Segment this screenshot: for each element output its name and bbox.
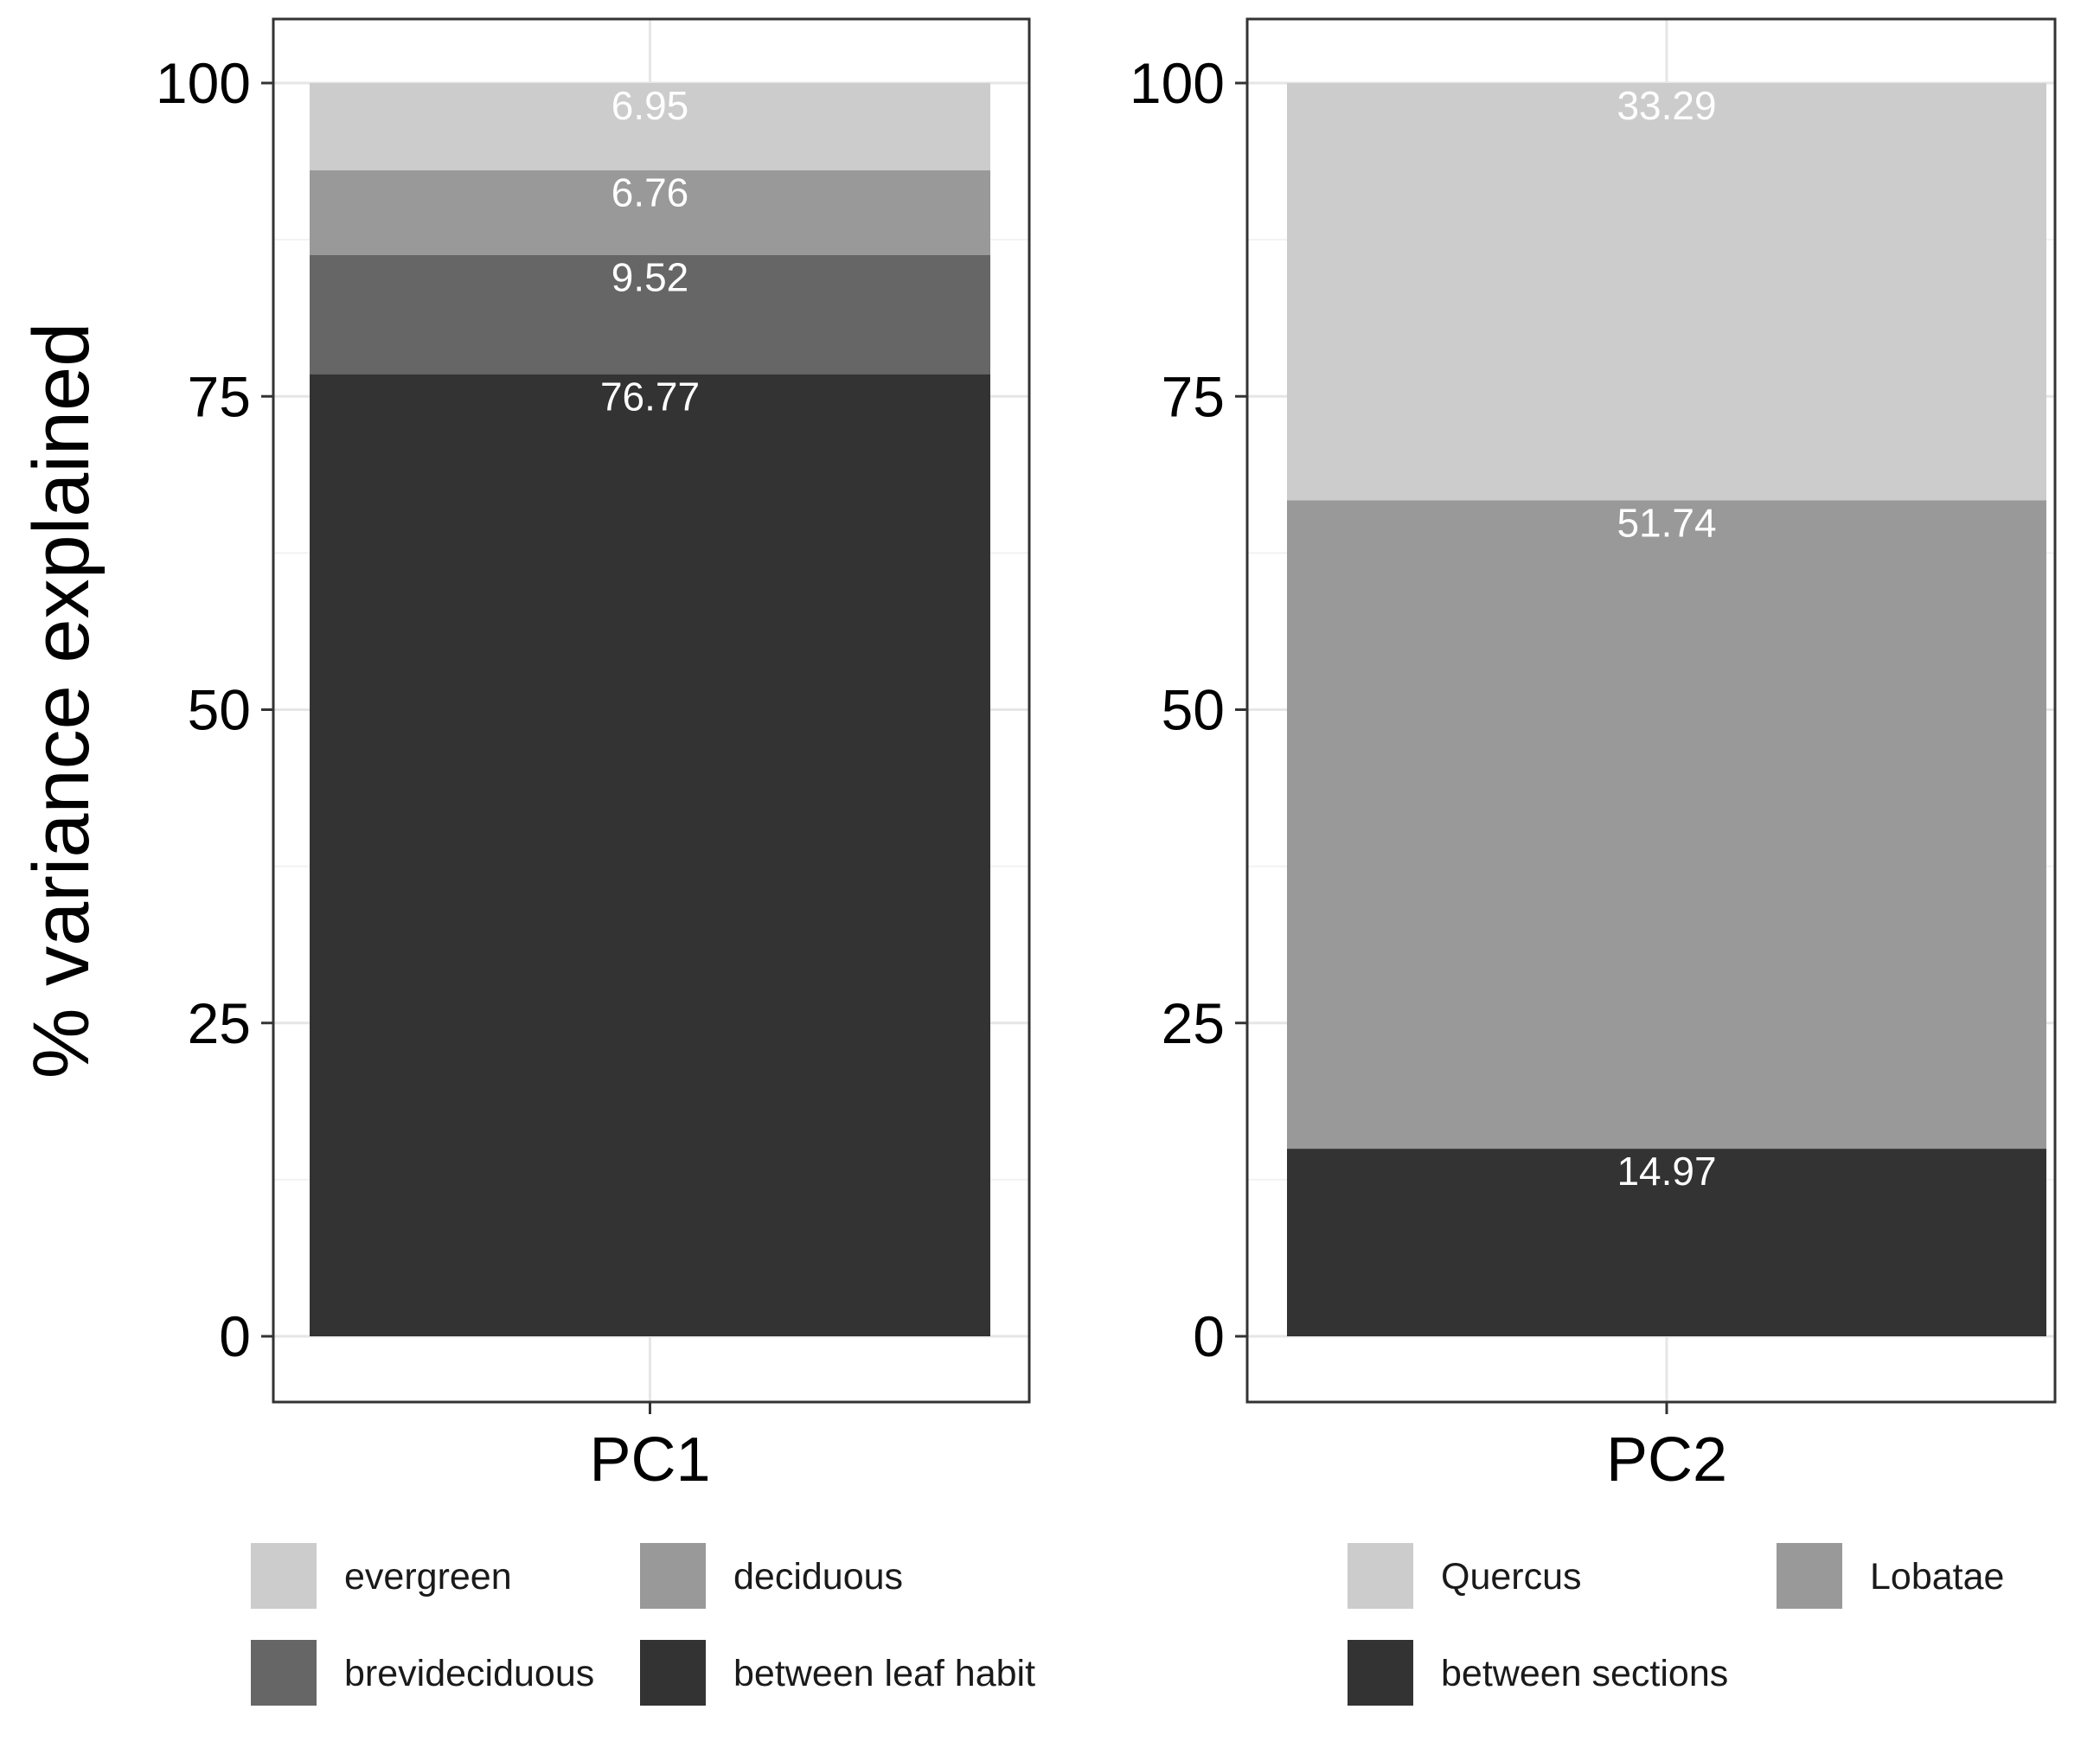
legend-item: brevideciduous: [251, 1640, 594, 1706]
y-tick-label: 75: [1162, 364, 1225, 428]
bar-segment: [1287, 500, 2046, 1149]
legend-2: Quercus Lobatae between sections: [1348, 1543, 2004, 1706]
bar-segment: [310, 254, 990, 375]
y-tick-label: 0: [219, 1304, 251, 1368]
panel-1: 76.77 9.52 6.76 6.95 0 25 50 75 100 PC1: [156, 17, 1031, 1495]
x-category-label: PC2: [1606, 1425, 1727, 1495]
legend-label: Lobatae: [1870, 1556, 2004, 1598]
data-label: 33.29: [1617, 83, 1716, 128]
data-label: 6.95: [611, 83, 689, 128]
y-tick-label: 0: [1193, 1304, 1225, 1368]
y-tick-label: 25: [1162, 991, 1225, 1055]
bar-segment: [1287, 1149, 2046, 1336]
data-label: 76.77: [600, 375, 700, 419]
legend-label: between leaf habit: [733, 1653, 1035, 1694]
data-label: 9.52: [611, 255, 689, 300]
legend-label: Quercus: [1441, 1556, 1582, 1598]
bar-segment: [310, 374, 990, 1337]
legend-key: [251, 1640, 317, 1706]
legend-label: evergreen: [344, 1556, 512, 1598]
legend-label: deciduous: [733, 1556, 903, 1598]
legend-key: [1348, 1640, 1413, 1706]
legend-item: Quercus: [1348, 1543, 1582, 1609]
data-label: 51.74: [1617, 500, 1716, 545]
legend-1: evergreen deciduous brevideciduous between …: [251, 1543, 1035, 1706]
legend-key: [1777, 1543, 1842, 1609]
legend-key: [1348, 1543, 1413, 1609]
bar-segment: [1287, 83, 2046, 501]
data-label: 14.97: [1617, 1149, 1716, 1194]
legend-label: brevideciduous: [344, 1653, 594, 1694]
y-tick-label: 50: [188, 678, 251, 742]
legend-key: [251, 1543, 317, 1609]
y-tick-label: 100: [1130, 51, 1225, 115]
y-tick-label: 100: [156, 51, 251, 115]
x-category-label: PC1: [589, 1425, 710, 1495]
legend-key: [640, 1543, 706, 1609]
y-tick-label: 50: [1162, 678, 1225, 742]
legend-key: [640, 1640, 706, 1706]
legend-item: deciduous: [640, 1543, 903, 1609]
legend-item: between sections: [1348, 1640, 1728, 1706]
y-tick-label: 75: [188, 364, 251, 428]
bar-segment: [310, 170, 990, 255]
data-label: 6.76: [611, 170, 689, 215]
y-tick-label: 25: [188, 991, 251, 1055]
legend-item: between leaf habit: [640, 1640, 1035, 1706]
panel-2: 14.97 51.74 33.29 0 25 50 75 100 PC2: [1130, 17, 2057, 1495]
y-axis-title: % variance explained: [17, 323, 106, 1079]
legend-item: Lobatae: [1777, 1543, 2004, 1609]
bar-segment: [310, 83, 990, 170]
legend-item: evergreen: [251, 1543, 512, 1609]
legend-label: between sections: [1441, 1653, 1728, 1694]
